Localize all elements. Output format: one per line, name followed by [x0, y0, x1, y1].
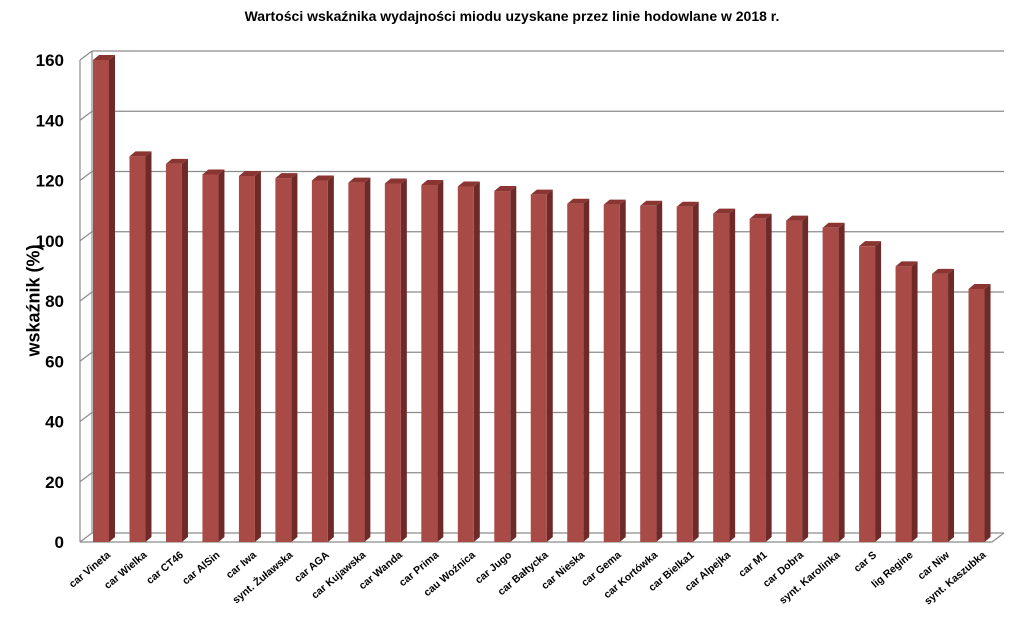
- bar: [676, 201, 699, 543]
- bar: [494, 186, 517, 542]
- x-tick-label: car S: [852, 549, 879, 575]
- bar: [165, 158, 188, 542]
- bar: [129, 151, 152, 542]
- x-tick-label: synt. Kaszubka: [922, 549, 988, 607]
- bar: [713, 208, 736, 542]
- chart-title: Wartości wskaźnika wydajności miodu uzys…: [244, 8, 780, 24]
- y-tick-label: 40: [45, 413, 64, 432]
- y-tick-label: 80: [45, 292, 64, 311]
- x-tick-label: car M1: [736, 549, 769, 580]
- y-tick-label: 0: [55, 533, 64, 552]
- bar: [822, 222, 845, 542]
- bar: [348, 177, 371, 542]
- y-tick-label: 120: [36, 172, 64, 191]
- bar: [932, 268, 955, 542]
- y-tick-label: 160: [36, 51, 64, 70]
- x-tick-label: synt. Żuławska: [230, 548, 296, 606]
- bar: [968, 283, 991, 542]
- bar: [93, 55, 115, 542]
- bar: [311, 175, 334, 542]
- bar: [640, 200, 663, 542]
- bar: [567, 198, 590, 543]
- bar: [457, 181, 480, 542]
- y-tick-label: 140: [36, 111, 64, 130]
- bar: [275, 173, 298, 542]
- bars: [93, 55, 991, 543]
- bar: [202, 169, 225, 542]
- bar: [895, 261, 918, 542]
- bar: [384, 178, 407, 542]
- bar: [786, 215, 809, 542]
- bar: [859, 241, 882, 543]
- x-tick-label: car CT46: [144, 549, 186, 587]
- bar: [421, 180, 444, 543]
- bar: [530, 189, 553, 542]
- y-axis: 0 20 40 60 80 100 120 140 160: [36, 51, 81, 552]
- bar: [603, 199, 626, 542]
- x-tick-label: car AlSin: [180, 549, 222, 587]
- bar: [749, 213, 772, 543]
- y-tick-label: 100: [36, 232, 64, 251]
- y-tick-label: 20: [45, 473, 64, 492]
- bar: [238, 170, 261, 542]
- y-tick-label: 60: [45, 352, 64, 371]
